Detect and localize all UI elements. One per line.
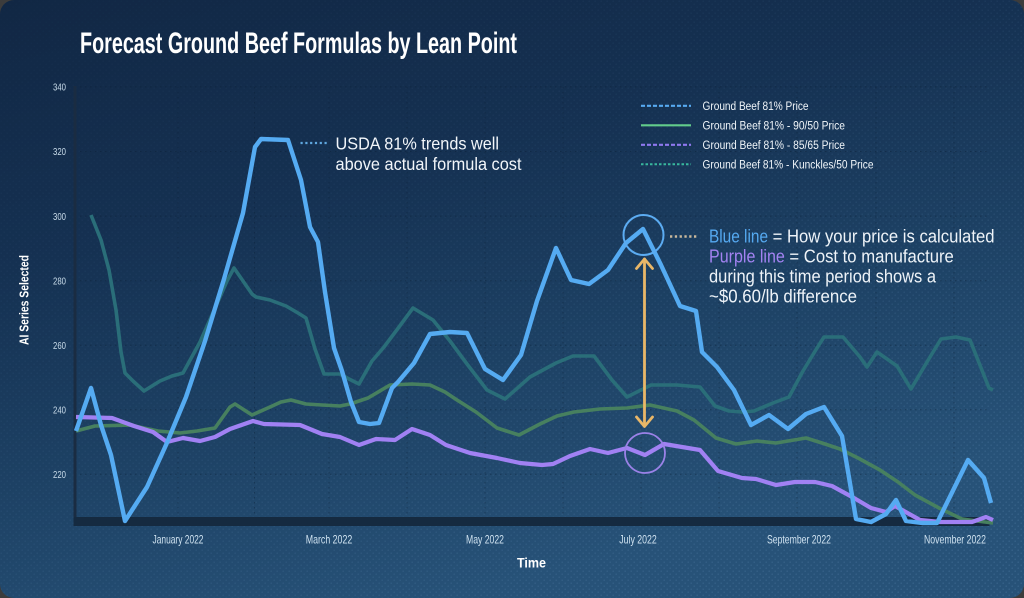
svg-text:Purple line = Cost to manufact: Purple line = Cost to manufacture xyxy=(709,247,954,267)
svg-text:November 2022: November 2022 xyxy=(924,533,986,547)
svg-text:Blue line = How your price is: Blue line = How your price is calculated xyxy=(709,227,995,247)
svg-text:220: 220 xyxy=(53,469,66,481)
svg-text:AI Series Selected: AI Series Selected xyxy=(18,255,32,345)
svg-text:September 2022: September 2022 xyxy=(767,533,831,547)
svg-text:280: 280 xyxy=(53,275,66,287)
svg-text:320: 320 xyxy=(53,146,66,158)
svg-text:Ground Beef 81% - 90/50 Price: Ground Beef 81% - 90/50 Price xyxy=(703,120,846,132)
svg-text:340: 340 xyxy=(53,82,66,94)
svg-text:July 2022: July 2022 xyxy=(619,533,657,547)
svg-text:May 2022: May 2022 xyxy=(466,533,504,547)
svg-text:USDA 81% trends well: USDA 81% trends well xyxy=(336,134,500,154)
svg-text:during this time period shows: during this time period shows a xyxy=(709,267,937,287)
svg-text:Ground Beef 81% Price: Ground Beef 81% Price xyxy=(703,101,809,113)
svg-text:above actual formula cost: above actual formula cost xyxy=(336,154,522,174)
svg-text:300: 300 xyxy=(53,211,66,223)
svg-text:Ground Beef 81% - 85/65 Price: Ground Beef 81% - 85/65 Price xyxy=(703,140,846,152)
svg-text:~$0.60/lb difference: ~$0.60/lb difference xyxy=(709,286,857,306)
svg-text:240: 240 xyxy=(53,405,66,417)
svg-text:Ground Beef 81% - Kunckles/50: Ground Beef 81% - Kunckles/50 Price xyxy=(703,159,874,171)
svg-text:January 2022: January 2022 xyxy=(153,533,204,547)
svg-text:260: 260 xyxy=(53,340,66,352)
svg-text:Forecast Ground Beef Formulas: Forecast Ground Beef Formulas by Lean Po… xyxy=(80,27,517,60)
svg-text:Time: Time xyxy=(517,556,546,571)
svg-text:March 2022: March 2022 xyxy=(306,533,353,547)
